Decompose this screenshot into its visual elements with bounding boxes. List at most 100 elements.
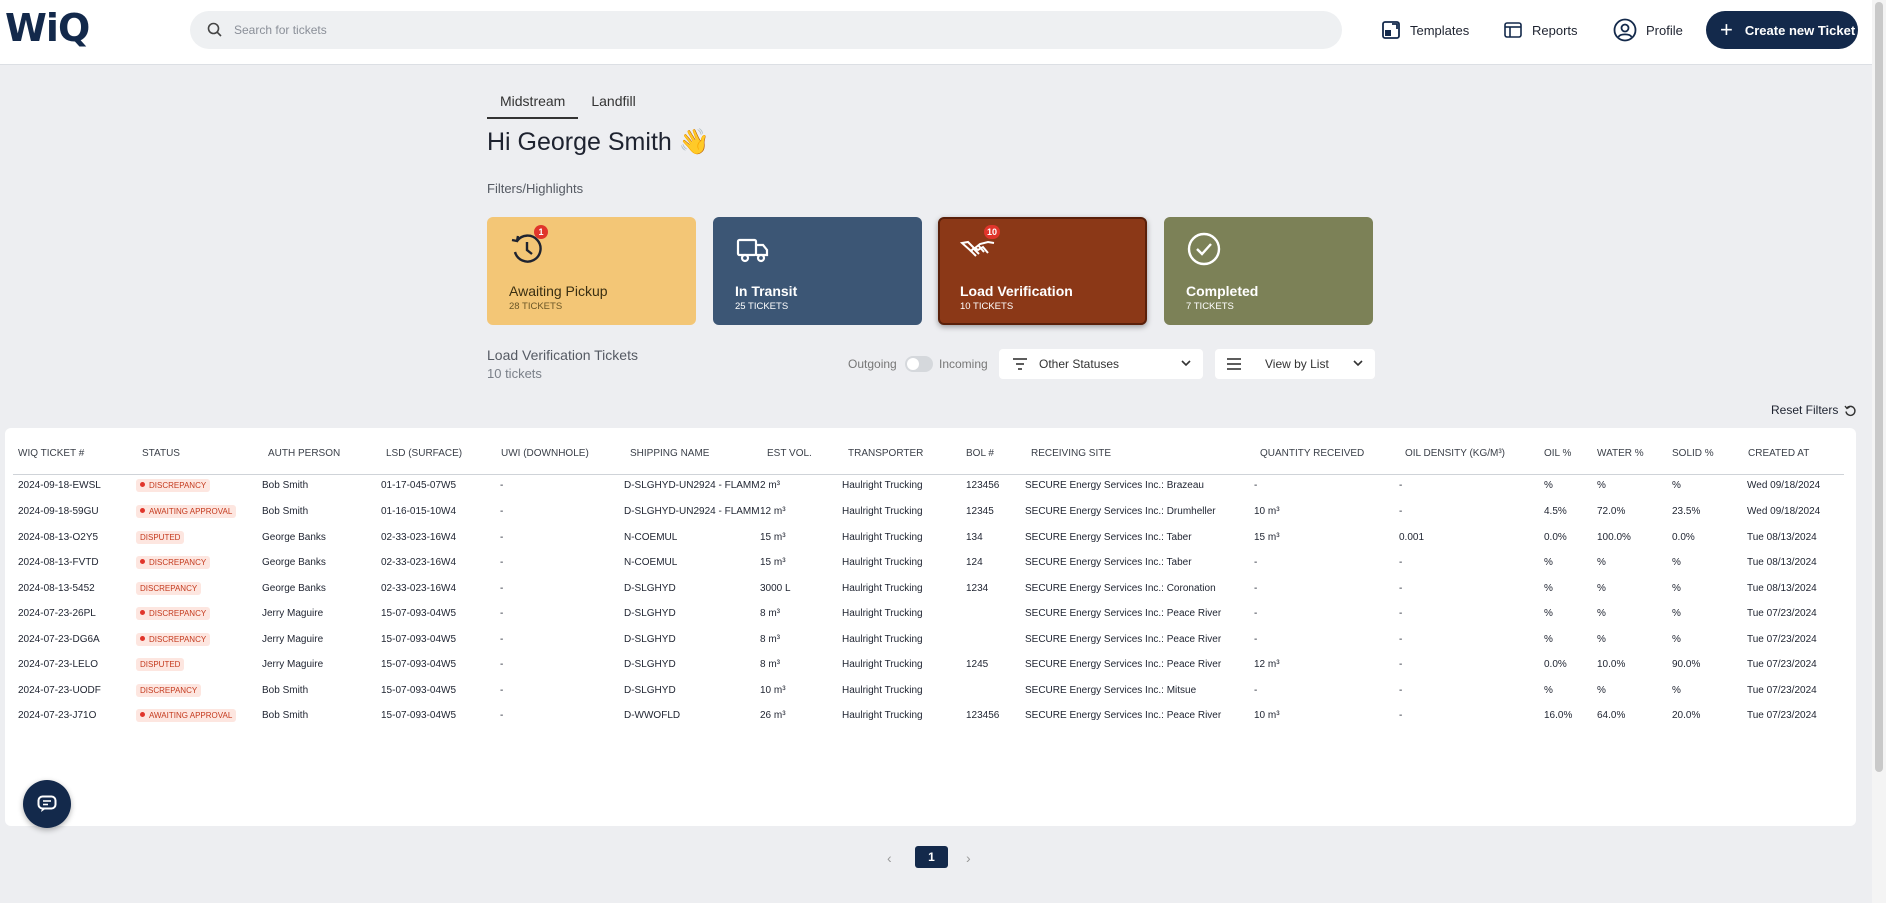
column-header-solid-pct[interactable]: SOLID % [1672,448,1714,459]
column-header-receiving-site[interactable]: RECEIVING SITE [1031,448,1112,459]
status-label: DISCREPANCY [140,686,198,695]
cell-ticket-number: 2024-08-13-5452 [18,583,95,594]
column-header-water-pct[interactable]: WATER % [1597,448,1644,459]
column-header-oil-pct[interactable]: OIL % [1544,448,1572,459]
cell-shipping-name: D-SLGHYD [624,659,676,670]
chat-button[interactable] [23,780,71,828]
cell-uwi: - [500,557,504,568]
cell-ticket-number: 2024-08-13-O2Y5 [18,532,99,543]
direction-toggle[interactable] [905,356,933,372]
column-header-shipping-name[interactable]: SHIPPING NAME [630,448,710,459]
wiq-logo[interactable]: WiQ [5,6,90,50]
status-badge: DISPUTED [136,531,185,544]
cell-receiving-site: SECURE Energy Services Inc.: Taber [1025,532,1192,543]
cell-water-pct: % [1597,685,1606,696]
truck-icon [736,238,769,263]
profile-link[interactable]: Profile [1613,0,1683,60]
cell-receiving-site: SECURE Energy Services Inc.: Peace River [1025,634,1222,645]
column-header-oil-density[interactable]: OIL DENSITY (KG/M³) [1405,448,1506,459]
cell-transporter: Haulright Trucking [842,634,923,645]
card-completed[interactable]: Completed 7 TICKETS [1164,217,1373,325]
status-label: DISCREPANCY [140,584,198,593]
column-header-transporter[interactable]: TRANSPORTER [848,448,924,459]
prev-page-button[interactable]: ‹ [887,850,892,866]
filters-label: Filters/Highlights [487,181,584,196]
cell-oil-pct: % [1544,557,1553,568]
create-ticket-button[interactable]: + Create new Ticket [1706,11,1858,49]
cell-oil-density: - [1399,608,1403,619]
view-dropdown-value: View by List [1265,357,1329,371]
cell-created-at: Tue 07/23/2024 [1747,685,1817,696]
cell-bol: 1245 [966,659,989,670]
status-badge: DISPUTED [136,658,185,671]
cell-shipping-name: D-SLGHYD [624,608,676,619]
cell-uwi: - [500,659,504,670]
status-dropdown[interactable]: Other Statuses [999,349,1203,379]
column-header-status[interactable]: STATUS [142,448,180,459]
cell-est-vol: 8 m³ [760,634,780,645]
cell-qty-received: 10 m³ [1254,506,1280,517]
card-awaiting-pickup[interactable]: 1 Awaiting Pickup 28 TICKETS [487,217,696,325]
cell-oil-pct: % [1544,608,1553,619]
column-header-lsd[interactable]: LSD (SURFACE) [386,448,463,459]
cell-oil-density: - [1399,659,1403,670]
cell-solid-pct: 23.5% [1672,506,1701,517]
cell-bol: 123456 [966,480,1000,491]
column-header-ticket-number[interactable]: WIQ TICKET # [18,448,85,459]
cell-solid-pct: % [1672,685,1681,696]
scrollbar-thumb[interactable] [1875,2,1883,772]
page-scrollbar[interactable] [1872,0,1886,903]
cell-solid-pct: % [1672,634,1681,645]
cell-est-vol: 15 m³ [760,532,786,543]
cell-transporter: Haulright Trucking [842,710,923,721]
cell-lsd: 01-17-045-07W5 [381,480,457,491]
tab-midstream[interactable]: Midstream [487,88,579,119]
cell-oil-density: - [1399,480,1403,491]
tickets-table [5,428,1856,826]
page-1-button[interactable]: 1 [915,846,948,868]
card-load-verification[interactable]: 10 Load Verification 10 TICKETS [938,217,1147,325]
status-badge: DISCREPANCY [136,556,211,569]
cell-transporter: Haulright Trucking [842,557,923,568]
card-badge: 1 [534,225,548,239]
column-header-uwi[interactable]: UWI (DOWNHOLE) [501,448,589,459]
cell-est-vol: 12 m³ [760,506,786,517]
chevron-down-icon [1181,360,1191,367]
cell-shipping-name: N-COEMUL [624,532,678,543]
next-page-button[interactable]: › [966,850,971,866]
cell-qty-received: - [1254,634,1258,645]
column-header-created-at[interactable]: CREATED AT [1748,448,1810,459]
templates-icon [1382,21,1400,39]
view-dropdown[interactable]: View by List [1215,349,1375,379]
cell-qty-received: - [1254,608,1258,619]
search-input[interactable]: Search for tickets [234,23,327,37]
column-header-auth-person[interactable]: AUTH PERSON [268,448,341,459]
cell-ticket-number: 2024-07-23-DG6A [18,634,100,645]
reset-filters-button[interactable]: Reset Filters [1771,403,1857,417]
cell-oil-pct: % [1544,480,1553,491]
cell-uwi: - [500,634,504,645]
column-header-qty-received[interactable]: QUANTITY RECEIVED [1260,448,1365,459]
cell-est-vol: 2 m³ [760,480,780,491]
column-header-bol[interactable]: BOL # [966,448,994,459]
status-dot-icon [140,559,145,564]
tab-landfill[interactable]: Landfill [591,93,636,109]
history-icon [511,234,542,263]
cell-water-pct: 64.0% [1597,710,1626,721]
status-dot-icon [140,712,145,717]
cell-auth-person: George Banks [262,583,326,594]
status-label: DISPUTED [140,660,181,669]
cell-bol: 134 [966,532,983,543]
card-in-transit[interactable]: In Transit 25 TICKETS [713,217,922,325]
list-icon [1227,358,1241,370]
cell-oil-density: - [1399,634,1403,645]
cell-ticket-number: 2024-07-23-J71O [18,710,97,721]
cell-uwi: - [500,506,504,517]
header-divider [13,474,1844,475]
cell-receiving-site: SECURE Energy Services Inc.: Peace River [1025,659,1222,670]
column-header-est-vol[interactable]: EST VOL. [767,448,812,459]
search-bar[interactable]: Search for tickets [190,11,1342,49]
reports-link[interactable]: Reports [1503,0,1578,60]
templates-link[interactable]: Templates [1381,0,1469,60]
cell-auth-person: George Banks [262,557,326,568]
